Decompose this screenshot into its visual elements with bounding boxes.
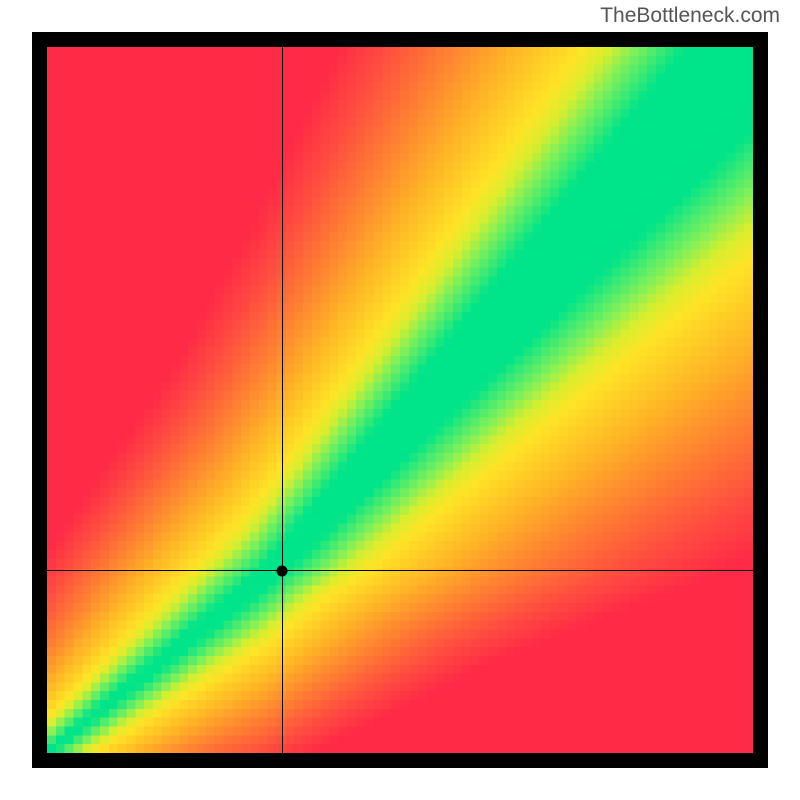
crosshair-marker (277, 565, 288, 576)
plot-border (32, 32, 768, 768)
chart-container: TheBottleneck.com (0, 0, 800, 800)
crosshair-vertical (282, 47, 283, 753)
heatmap-canvas (47, 47, 753, 753)
crosshair-horizontal (47, 570, 753, 571)
attribution-label: TheBottleneck.com (600, 4, 780, 28)
